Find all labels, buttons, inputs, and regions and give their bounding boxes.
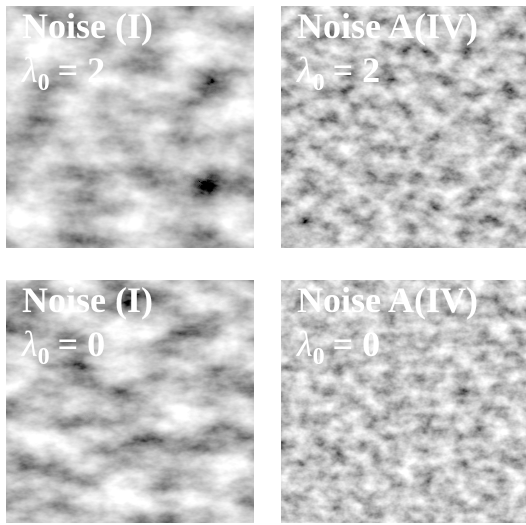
parameter-value: = 2 (58, 50, 106, 90)
parameter-subscript: 0 (313, 70, 325, 96)
parameter-value: = 0 (333, 324, 381, 364)
noise-panel: Noise A(IV)λ0 = 2 (281, 6, 526, 248)
parameter-symbol: λ (21, 50, 38, 90)
parameter-value: = 0 (58, 324, 106, 364)
page: Noise (I)λ0= 2Noise A(IV)λ0= 2Noise (I)λ… (0, 0, 526, 525)
parameter-subscript: 0 (313, 344, 325, 370)
parameter-subscript: 0 (38, 70, 50, 96)
noise-panel: Noise (I)λ0 = 2 (6, 6, 254, 248)
parameter-symbol: λ (296, 50, 313, 90)
panel-parameter: λ0 = 2 (21, 50, 105, 96)
panel-title: Noise (I) (22, 280, 153, 320)
parameter-symbol: λ (21, 324, 38, 364)
parameter-subscript: 0 (38, 344, 50, 370)
noise-panel: Noise (I)λ0 = 0 (6, 280, 254, 523)
panel-title: Noise A(IV) (297, 6, 478, 46)
noise-panel: Noise A(IV)λ0 = 0 (281, 280, 526, 523)
panel-parameter: λ0 = 0 (296, 324, 380, 370)
parameter-symbol: λ (296, 324, 313, 364)
parameter-value: = 2 (333, 50, 381, 90)
panel-parameter: λ0 = 2 (296, 50, 380, 96)
panel-title: Noise (I) (22, 6, 153, 46)
panel-title: Noise A(IV) (297, 280, 478, 320)
figure: Noise (I)λ0= 2Noise A(IV)λ0= 2Noise (I)λ… (0, 0, 526, 525)
panel-parameter: λ0 = 0 (21, 324, 105, 370)
